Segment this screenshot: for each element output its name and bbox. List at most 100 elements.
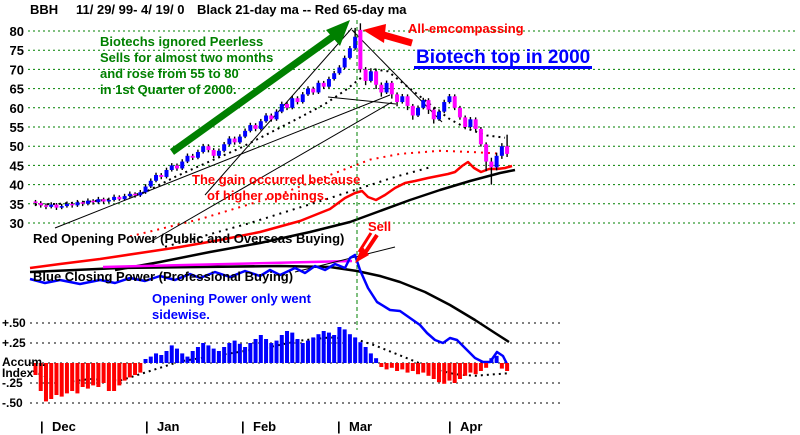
- accum-bar-negative: [101, 363, 106, 383]
- candle-body: [243, 130, 248, 137]
- accum-bar-negative: [384, 363, 389, 370]
- sidewise-note-line1: Opening Power only went: [152, 291, 312, 306]
- candle-body: [64, 203, 69, 207]
- candle-body: [237, 136, 242, 143]
- candle-body: [405, 96, 410, 106]
- series-closing-power-ma: [29, 264, 510, 344]
- candle-body: [164, 170, 169, 177]
- all-encompassing-arrow: [379, 30, 413, 47]
- candle-body: [285, 103, 290, 108]
- accum-bar-positive: [237, 343, 242, 363]
- accum-bar-negative: [33, 363, 38, 375]
- accum-bar-negative: [395, 363, 400, 371]
- accum-bar-positive: [243, 347, 248, 363]
- gain-note-line2: of higher openings.: [207, 188, 328, 203]
- candle-body: [332, 73, 337, 79]
- candle-body: [342, 57, 347, 68]
- accum-bar-positive: [374, 358, 379, 363]
- accum-bar-negative: [379, 363, 384, 367]
- accum-bar-positive: [311, 337, 316, 363]
- all-encompassing-label: All-emcompassing: [408, 21, 524, 36]
- candle-body: [80, 202, 85, 204]
- candle-body: [300, 94, 305, 103]
- candle-body: [258, 121, 263, 129]
- price-candles: [33, 23, 510, 210]
- candle-body: [54, 204, 59, 208]
- candle-body: [269, 115, 274, 120]
- green-trend-arrowhead-icon: [326, 20, 350, 46]
- accum-bar-positive: [148, 356, 153, 363]
- accum-bar-negative: [468, 363, 473, 373]
- candle-body: [138, 192, 143, 196]
- candle-body: [395, 94, 400, 103]
- accum-bar-negative: [106, 363, 111, 391]
- indicator-axis-label: -.50: [2, 396, 23, 410]
- price-tick-label: 60: [10, 101, 24, 116]
- candle-body: [227, 138, 232, 145]
- sell-label: Sell: [368, 219, 391, 234]
- accum-bar-negative: [499, 363, 504, 369]
- candle-body: [494, 155, 499, 168]
- accum-bar-positive: [154, 353, 159, 363]
- series-red-dotted-trend: [129, 149, 506, 238]
- accum-bar-negative: [426, 363, 431, 376]
- accum-bar-positive: [216, 351, 221, 363]
- accum-bar-positive: [279, 335, 284, 363]
- candle-body: [478, 128, 483, 145]
- accum-bar-positive: [190, 351, 195, 363]
- accum-bar-positive: [321, 331, 326, 363]
- candle-body: [452, 96, 457, 108]
- series-black-dotted-trend: [164, 166, 431, 248]
- candle-body: [358, 29, 363, 70]
- accum-bar-positive: [169, 345, 174, 363]
- accum-bar-positive: [363, 347, 368, 363]
- candle-body: [363, 69, 368, 81]
- candle-body: [264, 115, 269, 122]
- accum-bar-negative: [38, 363, 43, 391]
- accum-bar-negative: [96, 363, 101, 387]
- accum-bar-positive: [164, 351, 169, 363]
- candle-body: [75, 202, 80, 206]
- month-label: Apr: [460, 419, 482, 434]
- candle-body: [368, 71, 373, 81]
- accum-bar-negative: [127, 363, 132, 378]
- candle-body: [101, 199, 106, 202]
- candle-body: [279, 103, 284, 112]
- accum-bar-positive: [248, 343, 253, 363]
- accum-bar-negative: [410, 363, 415, 371]
- green-note-line2: Sells for almost two months: [100, 50, 273, 65]
- candle-body: [185, 155, 190, 162]
- green-trend-arrow: [169, 30, 341, 155]
- indicator-axis-label: Index: [2, 366, 34, 380]
- accum-bar-positive: [264, 339, 269, 363]
- candle-body: [232, 138, 237, 143]
- candle-body: [384, 82, 389, 93]
- candle-body: [206, 146, 211, 151]
- annotation-arrows: [169, 20, 592, 330]
- title-ma-legend: Black 21-day ma -- Red 65-day ma: [197, 2, 407, 17]
- gridlines: [28, 30, 798, 404]
- candle-body: [442, 102, 447, 112]
- candle-body: [122, 196, 127, 200]
- annotation-texts: BBH 11/ 29/ 99- 4/ 19/ 0 Black 21-day ma…: [30, 2, 590, 322]
- month-tick: |: [337, 419, 341, 434]
- candle-body: [195, 151, 200, 158]
- accum-bar-positive: [489, 358, 494, 363]
- accum-bar-negative: [49, 363, 54, 399]
- candle-body: [143, 186, 148, 193]
- accum-bar-negative: [54, 363, 59, 395]
- accum-bar-negative: [112, 363, 117, 391]
- opening-power-label: Red Opening Power (Public and Overseas B…: [33, 231, 344, 246]
- all-encompassing-arrowhead-icon: [363, 24, 386, 43]
- price-tick-label: 35: [10, 197, 24, 212]
- biotech-top-underline: [414, 66, 592, 69]
- green-note-line4: in 1st Quarter of 2000.: [100, 82, 237, 97]
- green-note-line3: and rose from 55 to 80: [100, 66, 239, 81]
- gain-note-line1: The gain occurred because: [192, 172, 360, 187]
- accum-bar-positive: [290, 332, 295, 363]
- accum-bar-negative: [85, 363, 90, 389]
- series-magenta-trendline: [102, 259, 353, 269]
- series-opening-power-ma: [114, 168, 516, 272]
- accum-bar-positive: [326, 332, 331, 363]
